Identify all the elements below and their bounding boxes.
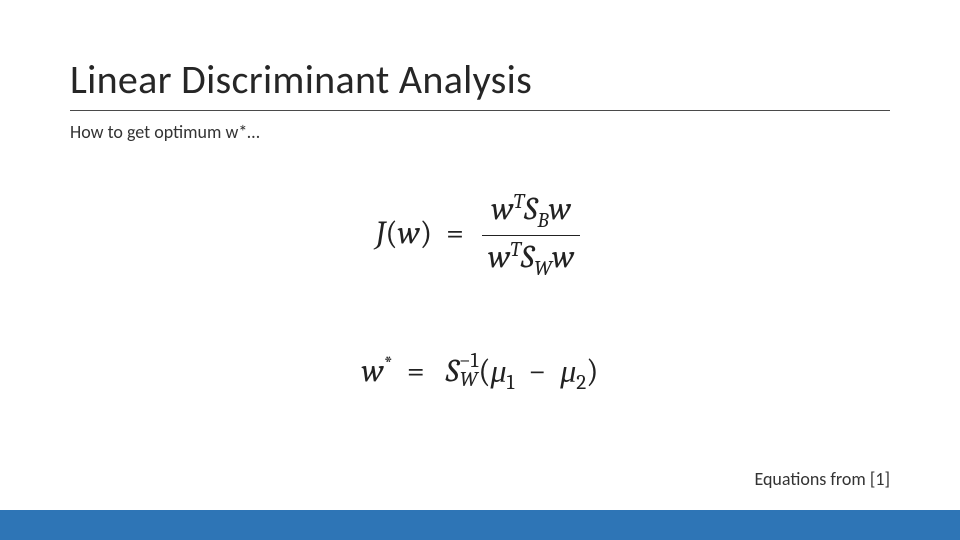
eq2-mu1: μ	[491, 352, 507, 389]
eq1-num-S-sub: B	[537, 209, 548, 233]
eq1-den-wT-T: T	[510, 238, 521, 262]
equation-2: w* = S−1W(μ1 − μ2)	[0, 352, 960, 395]
eq2-minus: −	[528, 352, 546, 389]
eq2-mu1-sub: 1	[507, 371, 515, 395]
equations-area: J(w) = wTSBw wTSWw w* = S−1W(μ1	[0, 190, 960, 395]
footer-bar	[0, 510, 960, 540]
eq1-den-S: S	[521, 239, 534, 276]
slide-subtitle: How to get optimum w*…	[70, 121, 890, 143]
eq1-num-w2: w	[549, 191, 571, 228]
eq1-lhs-arg: w	[398, 214, 420, 251]
slide: Linear Discriminant Analysis How to get …	[0, 0, 960, 540]
title-underline	[70, 110, 890, 111]
eq1-den-S-sub: W	[534, 257, 552, 281]
eq2-lhs-w: w	[362, 352, 384, 389]
eq1-num-S: S	[524, 191, 537, 228]
eq1-den-wT-w: w	[488, 239, 510, 276]
eq1-lhs-fn: J	[376, 214, 386, 251]
eq1-den-w2: w	[552, 239, 574, 276]
eq2-S: S	[446, 352, 459, 389]
slide-title: Linear Discriminant Analysis	[70, 55, 890, 104]
title-block: Linear Discriminant Analysis How to get …	[70, 55, 890, 143]
eq2-mu2-sub: 2	[576, 371, 586, 395]
eq1-num-wT-T: T	[514, 190, 525, 214]
eq1-fraction: wTSBw wTSWw	[482, 190, 580, 282]
equation-source-caption: Equations from [1]	[754, 468, 890, 490]
eq2-S-sub: W	[459, 371, 478, 390]
eq1-num-wT-w: w	[491, 191, 513, 228]
equation-1: J(w) = wTSBw wTSWw	[0, 190, 960, 282]
eq2-mu2: μ	[560, 352, 576, 389]
eq2-lhs-star: *	[384, 352, 393, 376]
